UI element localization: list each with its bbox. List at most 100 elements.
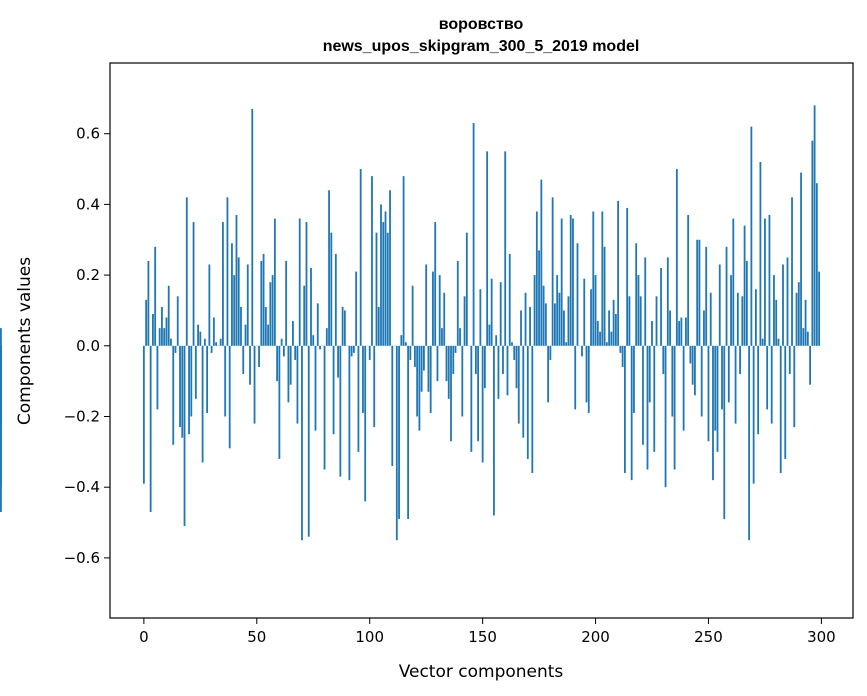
bar-258: [725, 246, 728, 346]
bar-146: [472, 123, 475, 346]
bar-299: [818, 271, 821, 346]
bar-264: [739, 345, 741, 375]
bar-286: [788, 345, 791, 375]
bar-135: [447, 345, 450, 399]
bar-undefined: [0, 328, 2, 346]
bar-209: [614, 313, 617, 346]
bar-218: [635, 243, 638, 346]
y-tick-label: −0.6: [64, 549, 100, 567]
bar-160: [504, 151, 507, 346]
bar-263: [736, 292, 739, 346]
bar-114: [400, 335, 403, 346]
bar-132: [441, 328, 443, 346]
bar-150: [481, 345, 484, 463]
x-axis-ticks: 0 50 100 150 200 250 300: [139, 618, 836, 646]
bar-35: [222, 222, 224, 346]
bar-91: [348, 345, 351, 481]
bar-261: [732, 218, 735, 346]
bar-102: [373, 345, 376, 428]
bar-16: [179, 345, 181, 428]
bar-247: [700, 345, 703, 417]
bar-283: [782, 264, 784, 346]
bar-296: [811, 140, 814, 346]
bar-47: [249, 345, 251, 385]
bar-278: [770, 345, 773, 424]
bar-211: [619, 345, 622, 353]
bar-142: [463, 296, 466, 346]
bar-145: [470, 345, 473, 452]
bar-148: [477, 345, 480, 442]
bar-192: [576, 243, 579, 346]
bar-197: [587, 345, 590, 413]
bar-8: [161, 306, 163, 346]
bar-74: [310, 268, 312, 346]
bar-118: [409, 345, 412, 360]
bar-0: [142, 345, 145, 484]
bar-194: [581, 345, 583, 357]
bar-100: [368, 345, 371, 360]
y-axis-label: Components values: [15, 257, 35, 425]
bar-80: [323, 345, 326, 470]
bar-75: [312, 335, 315, 346]
bar-65: [289, 345, 292, 385]
bar-203: [601, 211, 604, 346]
bar-110: [391, 345, 394, 466]
bar-72: [305, 222, 308, 346]
bar-141: [461, 345, 464, 417]
bar-238: [680, 317, 683, 346]
bar-41: [235, 215, 238, 346]
bar-234: [671, 345, 674, 417]
bar-227: [655, 296, 658, 346]
bar-140: [459, 328, 461, 346]
bar-279: [773, 275, 775, 346]
bar-230: [662, 345, 665, 375]
bar-7: [158, 328, 161, 346]
bar-42: [237, 257, 240, 346]
bar-155: [493, 345, 495, 516]
bar-89: [343, 310, 346, 346]
bar-27: [203, 338, 206, 346]
bar-181: [551, 197, 554, 346]
bar-137: [452, 345, 455, 375]
bar-133: [443, 292, 446, 346]
bar-38: [228, 345, 231, 449]
bar-63: [285, 260, 288, 346]
bar-200: [594, 275, 597, 346]
bar-293: [804, 299, 807, 346]
bar-121: [416, 345, 419, 417]
bar-272: [757, 345, 760, 435]
bar-34: [219, 338, 222, 346]
bar-185: [560, 218, 563, 346]
bar-252: [712, 345, 714, 481]
bar-44: [242, 345, 245, 375]
bar-165: [515, 345, 518, 389]
bar-282: [779, 345, 782, 474]
x-tick-label: 100: [355, 628, 384, 646]
bar-96: [359, 169, 362, 346]
bar-179: [547, 345, 550, 403]
bar-92: [350, 345, 353, 357]
bar-224: [648, 345, 651, 403]
bar-243: [691, 345, 694, 385]
bar-170: [526, 345, 529, 459]
bar-61: [280, 338, 283, 346]
bar-188: [567, 296, 570, 346]
bar-83: [330, 232, 333, 346]
bar-46: [246, 264, 249, 346]
bar-298: [815, 183, 818, 346]
bar-190: [572, 218, 574, 346]
bar-255: [718, 264, 721, 346]
bar-284: [784, 345, 787, 459]
bar-205: [605, 342, 608, 346]
bar-122: [418, 345, 421, 431]
bar-120: [413, 345, 416, 368]
bar-59: [276, 345, 279, 382]
bar-17: [181, 345, 184, 438]
bar-77: [316, 303, 319, 346]
bar-246: [698, 239, 701, 346]
bar-219: [637, 275, 640, 346]
bar-215: [628, 296, 631, 346]
bar-153: [488, 324, 491, 346]
bar-76: [314, 345, 317, 431]
bar-109: [389, 190, 391, 346]
